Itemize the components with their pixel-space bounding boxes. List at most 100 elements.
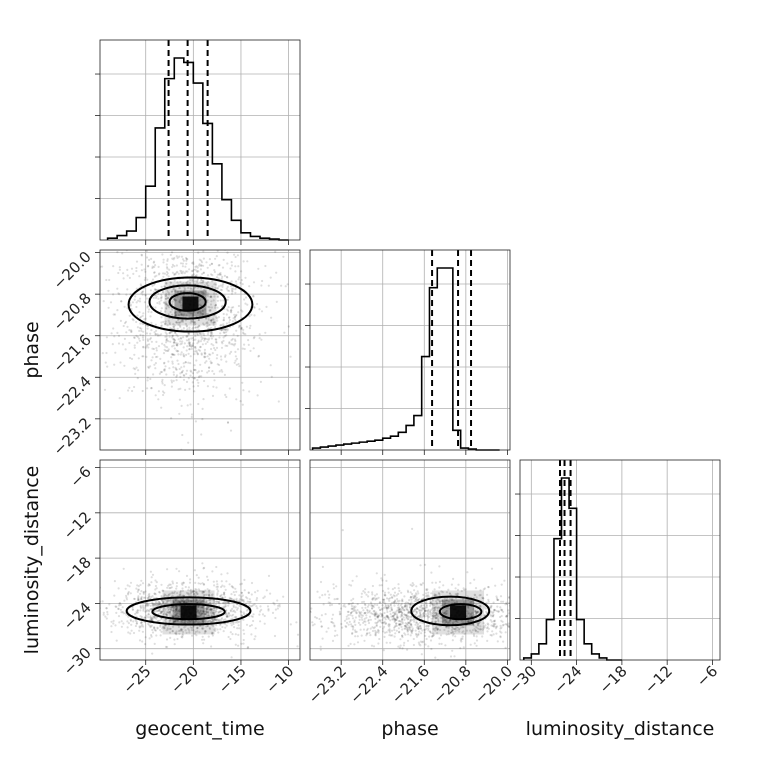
scatter-point [324,282,326,284]
scatter-point [460,637,463,640]
scatter-point [224,600,227,604]
scatter-point [157,613,160,616]
scatter-point [132,631,136,635]
scatter-point [163,606,166,610]
y-tick-label-phase-4: −20.0 [50,248,95,293]
scatter-point [254,591,257,594]
scatter-point [517,653,519,655]
scatter-point [207,613,210,616]
scatter-point [125,594,128,597]
scatter-point [145,610,148,613]
scatter-point [189,234,191,236]
scatter-point [338,613,341,616]
scatter-point [427,594,430,597]
scatter-point [135,287,138,290]
scatter-point [434,617,437,620]
scatter-point [141,355,144,358]
scatter-point [140,625,143,628]
scatter-point [174,366,177,369]
scatter-point [107,306,110,309]
scatter-point [223,585,226,588]
scatter-point [380,584,383,587]
scatter-point [196,286,199,289]
scatter-point [408,599,411,602]
scatter-point [178,608,181,612]
scatter-point [383,598,386,601]
scatter-point [214,617,217,621]
scatter-point [150,576,153,579]
scatter-point [171,345,174,348]
scatter-point [272,601,275,605]
scatter-point [136,611,139,614]
scatter-point [194,594,197,597]
scatter-point [438,637,441,640]
scatter-point [424,610,427,613]
scatter-point [158,334,161,337]
scatter-point [202,281,205,284]
scatter-point [371,598,374,601]
scatter-point [233,316,237,319]
scatter-point [499,624,502,627]
scatter-point [169,607,172,611]
scatter-point [467,620,470,623]
hist-bar-phase-9 [383,438,391,450]
scatter-point [202,280,205,283]
scatter-point [159,612,163,615]
scatter-point [410,616,413,619]
scatter-point [141,582,145,585]
scatter-point [153,603,156,606]
scatter-point [163,285,166,288]
scatter-point [240,611,243,614]
scatter-point [403,641,406,645]
scatter-point [221,275,224,278]
scatter-point [456,592,460,596]
scatter-point [173,298,176,301]
scatter-point [248,315,251,318]
scatter-point [208,264,212,267]
scatter-point [219,225,221,227]
scatter-point [483,587,486,590]
scatter-point [247,343,250,346]
scatter-point [490,605,493,608]
scatter-point [119,603,122,607]
scatter-point [215,618,218,621]
scatter-point [176,350,179,353]
scatter-point [199,218,201,220]
scatter-point [200,433,203,436]
scatter-point [209,608,212,611]
scatter-point [395,622,398,625]
scatter-point [212,601,215,604]
scatter-point [423,615,426,618]
scatter-point [414,629,417,632]
scatter-point [167,319,170,322]
scatter-point [401,634,404,637]
scatter-point [118,602,121,605]
scatter-point [391,596,394,600]
scatter-point [149,365,152,368]
scatter-point [205,607,209,610]
scatter-point [205,605,208,609]
scatter-point [151,265,154,268]
scatter-point [414,595,417,598]
scatter-point [174,315,177,318]
scatter-point [110,625,113,628]
scatter-point [395,610,398,613]
scatter-point [235,590,238,593]
scatter-point [435,617,438,620]
scatter-point [165,307,168,310]
scatter-point [176,619,179,622]
scatter-point [94,576,96,578]
scatter-point [275,271,278,274]
scatter-point [191,274,194,277]
scatter-point [431,635,434,638]
scatter-point [183,342,186,345]
scatter-point [398,624,401,627]
scatter-point [267,609,270,612]
scatter-point [207,589,210,593]
scatter-point [394,600,397,603]
scatter-point [159,625,162,628]
scatter-point [389,603,392,606]
scatter-point [151,617,154,620]
scatter-point [205,611,208,614]
scatter-point [115,611,118,615]
